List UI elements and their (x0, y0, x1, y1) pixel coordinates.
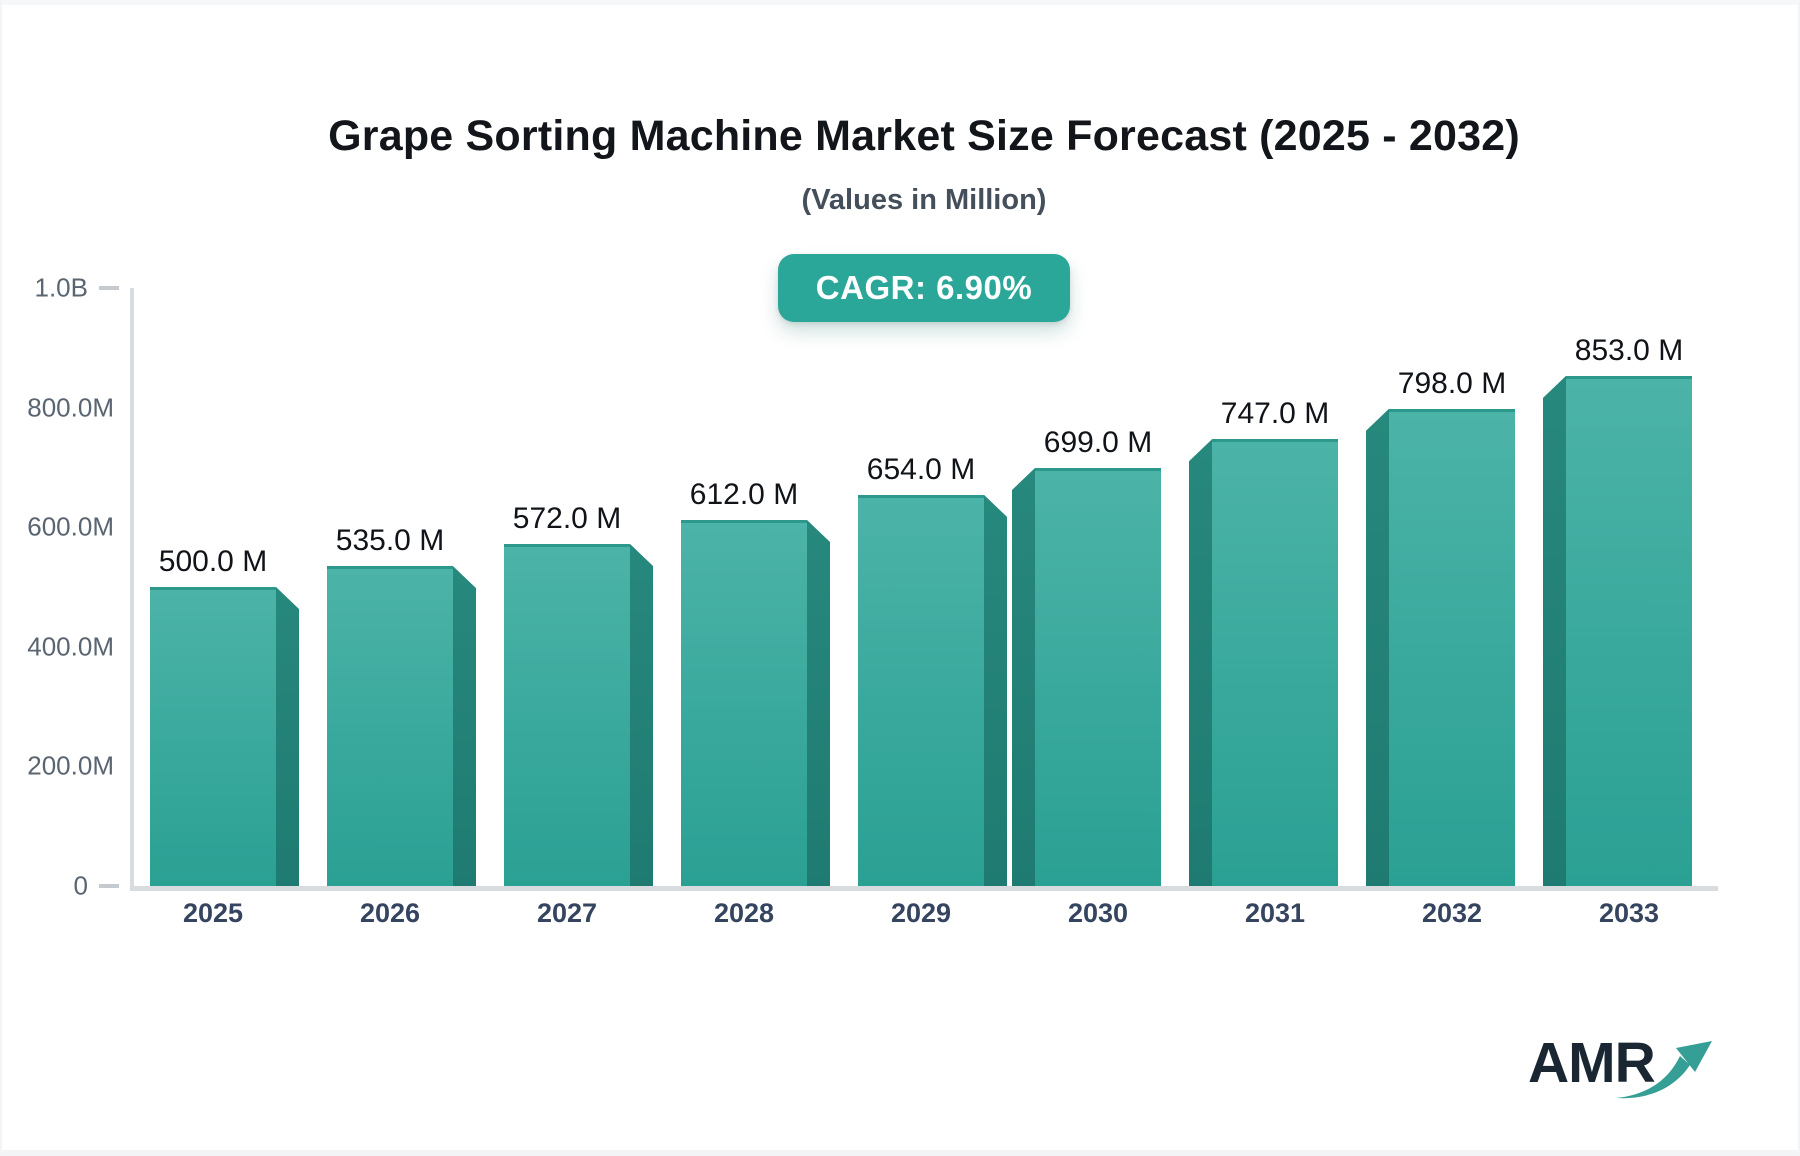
bar-2027[interactable] (504, 543, 630, 886)
card-bottom-edge (0, 1150, 1800, 1156)
y-axis-tick-label: 400.0M (27, 631, 114, 662)
y-axis-tick-mark (99, 884, 119, 888)
bar-side-panel-2025 (276, 587, 299, 886)
x-axis-tick-label: 2026 (359, 898, 421, 928)
x-axis-tick-label: 2025 (182, 898, 244, 928)
chart-title: Grape Sorting Machine Market Size Foreca… (328, 112, 1520, 160)
x-axis-baseline (130, 886, 1718, 891)
bar-value-label: 654.0 M (866, 452, 976, 486)
card-left-edge (0, 0, 2, 1156)
bar-value-label: 747.0 M (1220, 397, 1330, 431)
x-axis-tick-label: 2032 (1421, 898, 1483, 928)
bar-2033[interactable] (1566, 375, 1692, 886)
bar-side-panel-2029 (984, 494, 1007, 886)
bar-side-panel-2026 (453, 566, 476, 886)
x-axis-tick-label: 2030 (1067, 898, 1129, 928)
y-axis-tick-label: 200.0M (27, 750, 114, 781)
x-axis-tick-label: 2027 (536, 898, 598, 928)
bar-value-label: 699.0 M (1043, 425, 1153, 459)
growth-arrow-icon (1616, 1041, 1712, 1099)
bar-2025[interactable] (150, 587, 276, 886)
x-axis-tick-label: 2033 (1598, 898, 1660, 928)
y-axis-tick-label: 0 (73, 870, 88, 901)
bar-value-label: 798.0 M (1397, 366, 1507, 400)
bar-side-panel-2030 (1012, 467, 1035, 886)
y-axis-tick-label: 800.0M (27, 392, 114, 423)
bar-value-label: 500.0 M (158, 545, 268, 578)
x-axis-tick-label: 2029 (890, 898, 952, 928)
x-axis-tick-label: 2028 (713, 898, 775, 928)
bar-side-panel-2033 (1543, 375, 1566, 886)
cagr-badge: CAGR: 6.90% (777, 254, 1071, 322)
chart-subtitle: (Values in Million) (801, 184, 1047, 216)
bar-side-panel-2028 (807, 520, 830, 886)
amr-logo: AMR (1528, 1030, 1718, 1116)
bar-2032[interactable] (1389, 408, 1515, 886)
bar-side-panel-2027 (630, 543, 653, 886)
y-axis-tick-mark (99, 286, 119, 290)
bar-value-label: 572.0 M (512, 501, 622, 535)
bar-2028[interactable] (681, 520, 807, 886)
bar-2030[interactable] (1035, 467, 1161, 886)
bar-2031[interactable] (1212, 439, 1338, 886)
y-axis-line (130, 288, 134, 891)
bar-value-label: 535.0 M (335, 524, 445, 558)
card-top-edge (0, 0, 1800, 5)
bar-side-panel-2032 (1366, 408, 1389, 886)
card-right-edge (1798, 0, 1800, 1156)
bar-side-panel-2031 (1189, 439, 1212, 886)
y-axis-tick-label: 1.0B (34, 272, 89, 303)
bar-2029[interactable] (858, 494, 984, 886)
bar-value-label: 612.0 M (689, 478, 799, 512)
cagr-badge-wrap: CAGR: 6.90% (132, 254, 1716, 322)
x-axis-tick-label: 2031 (1244, 898, 1306, 928)
amr-logo-text: AMR (1528, 1031, 1656, 1095)
y-axis-tick-label: 600.0M (27, 511, 114, 542)
bar-2026[interactable] (327, 566, 453, 886)
bar-value-label: 853.0 M (1574, 333, 1684, 367)
